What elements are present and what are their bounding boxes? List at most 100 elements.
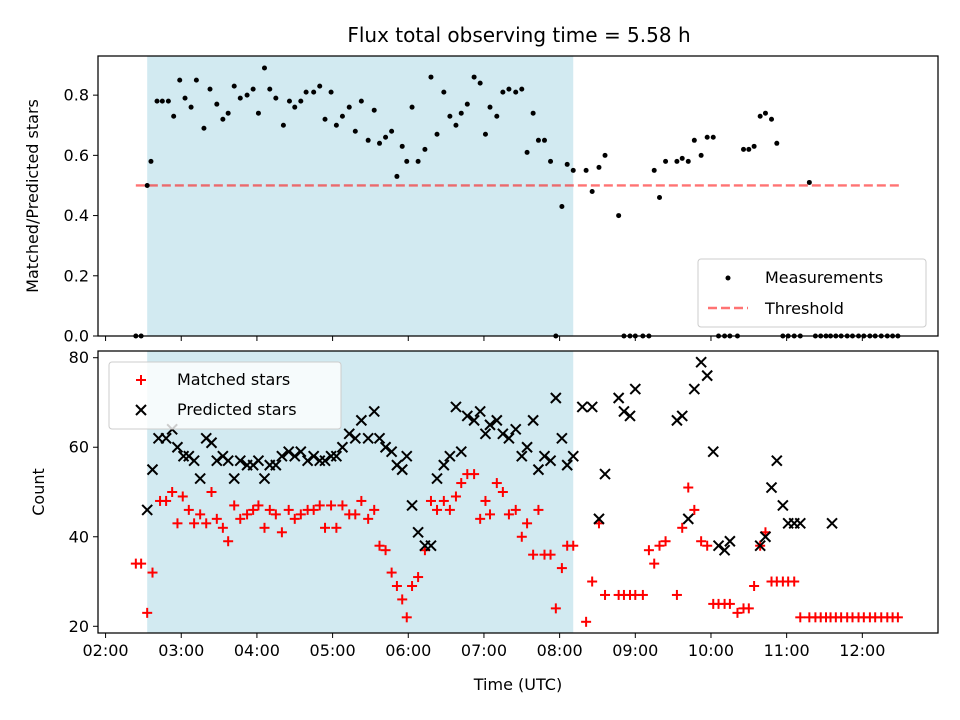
matched-star-point bbox=[789, 576, 800, 587]
predicted-star-point bbox=[527, 414, 539, 427]
predicted-star-point bbox=[211, 454, 223, 467]
predicted-star-point bbox=[282, 446, 295, 458]
measurement-point bbox=[165, 98, 171, 104]
measurement-point bbox=[464, 101, 470, 107]
matched-star-point bbox=[211, 513, 222, 524]
predicted-star-point bbox=[612, 392, 625, 404]
measurement-point bbox=[273, 95, 279, 101]
measurement-point bbox=[616, 213, 622, 219]
predicted-star-point bbox=[586, 401, 598, 413]
measurement-point bbox=[564, 161, 570, 167]
predicted-star-point bbox=[688, 383, 701, 395]
matched-star-point bbox=[413, 572, 424, 583]
predicted-star-point bbox=[234, 454, 246, 467]
ratio-y-axis-label: Matched/Predicted stars bbox=[23, 99, 42, 293]
matched-star-point bbox=[568, 540, 579, 551]
measurement-point bbox=[506, 86, 512, 92]
measurement-point bbox=[292, 104, 298, 110]
predicted-star-point bbox=[431, 472, 443, 485]
measurement-point bbox=[602, 152, 608, 158]
predicted-star-point bbox=[676, 410, 688, 422]
measurement-point bbox=[482, 131, 488, 137]
measurement-point bbox=[286, 98, 292, 104]
predicted-star-point bbox=[532, 463, 545, 476]
matched-star-point bbox=[369, 504, 380, 515]
matched-star-point bbox=[456, 478, 467, 489]
matched-star-point bbox=[795, 612, 806, 623]
matched-star-point bbox=[167, 487, 178, 497]
measurement-point bbox=[182, 95, 188, 101]
matched-star-point bbox=[331, 522, 342, 533]
matched-star-point bbox=[363, 513, 374, 524]
predicted-star-point bbox=[396, 463, 408, 476]
predicted-star-point bbox=[461, 410, 474, 422]
matched-star-point bbox=[259, 522, 270, 533]
measurement-point bbox=[389, 128, 395, 134]
ratio-y-tick-label: 0.6 bbox=[64, 146, 89, 165]
ratio-y-tick-label: 0.2 bbox=[64, 266, 89, 285]
predicted-star-point bbox=[484, 419, 496, 431]
predicted-star-point bbox=[444, 450, 456, 462]
predicted-star-point bbox=[171, 441, 184, 453]
predicted-star-point bbox=[307, 450, 320, 462]
matched-star-point bbox=[581, 616, 592, 627]
ratio-y-tick-label: 0.4 bbox=[64, 206, 89, 225]
measurement-point bbox=[685, 158, 691, 164]
measurement-point bbox=[346, 104, 352, 110]
count-x-tick-label: 08:00 bbox=[537, 641, 583, 660]
count-x-tick-label: 03:00 bbox=[158, 641, 204, 660]
measurement-point bbox=[441, 89, 447, 95]
predicted-star-point bbox=[368, 405, 380, 418]
measurement-point bbox=[280, 122, 286, 128]
matched-star-point bbox=[510, 504, 521, 515]
measurement-point bbox=[710, 134, 716, 140]
predicted-star-point bbox=[701, 369, 713, 382]
matched-star-point bbox=[450, 491, 461, 502]
measurement-point bbox=[207, 86, 213, 92]
measurement-point bbox=[328, 89, 334, 95]
count-x-tick-label: 09:00 bbox=[612, 641, 658, 660]
predicted-star-point bbox=[707, 446, 719, 458]
chart-title: Flux total observing time = 5.58 h bbox=[347, 23, 690, 47]
matched-star-point bbox=[206, 487, 217, 497]
measurement-point bbox=[365, 137, 371, 143]
measurement-point bbox=[541, 137, 547, 143]
count-legend: Matched stars Predicted stars bbox=[108, 361, 342, 430]
measurement-point bbox=[255, 110, 261, 116]
matched-star-point bbox=[503, 509, 514, 520]
predicted-star-point bbox=[618, 405, 630, 418]
measurement-point bbox=[267, 86, 273, 92]
predicted-star-point bbox=[412, 526, 424, 538]
measurement-point bbox=[352, 128, 358, 134]
measurement-point bbox=[698, 152, 704, 158]
matched-star-point bbox=[743, 603, 754, 614]
predicted-star-point bbox=[289, 450, 301, 462]
predicted-star-point bbox=[712, 540, 725, 552]
measurement-point bbox=[524, 149, 530, 155]
measurement-point bbox=[231, 83, 237, 89]
predicted-star-point bbox=[593, 513, 605, 525]
measurement-point bbox=[220, 116, 226, 122]
measurement-point bbox=[159, 98, 165, 104]
matched-star-point bbox=[320, 522, 331, 533]
measurement-point bbox=[500, 89, 506, 95]
matched-star-point bbox=[407, 581, 418, 591]
measurement-point bbox=[250, 86, 256, 92]
x-axis-label: Time (UTC) bbox=[473, 675, 562, 694]
measurement-point bbox=[148, 158, 154, 164]
predicted-star-point bbox=[538, 450, 551, 462]
matched-star-point bbox=[528, 549, 539, 560]
matched-star-point bbox=[654, 540, 665, 551]
predicted-star-point bbox=[355, 414, 368, 427]
measurement-point bbox=[657, 195, 663, 201]
measurement-point bbox=[298, 98, 304, 104]
predicted-star-point bbox=[438, 459, 450, 471]
matched-star-point bbox=[314, 500, 325, 511]
matched-star-point bbox=[136, 558, 147, 569]
measurement-point bbox=[394, 173, 400, 179]
measurement-point bbox=[769, 116, 775, 122]
count-y-axis-label: Count bbox=[29, 468, 48, 516]
matched-star-point bbox=[683, 482, 694, 493]
measurement-point bbox=[589, 188, 595, 194]
matched-star-point bbox=[516, 531, 527, 542]
